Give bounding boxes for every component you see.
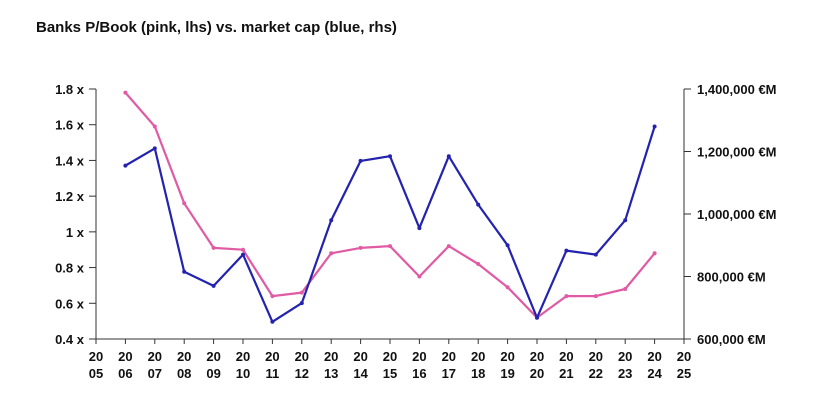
right-y-axis: 600,000 €M 800,000 €M 1,000,000 €M 1,200,00… xyxy=(683,82,777,347)
left-y-axis: 0.4 x 0.6 x 0.8 x 1 x 1.2 x 1.4 x 1.6 x 1.8 x xyxy=(55,82,97,347)
market-cap-point xyxy=(593,252,598,257)
price-to-book-point xyxy=(652,251,657,256)
right-tick-label: 1,400,000 €M xyxy=(697,82,777,97)
x-tick-label: 20 22 xyxy=(589,349,603,381)
price-to-book-point xyxy=(211,245,216,250)
x-tick-label: 20 21 xyxy=(559,349,573,381)
series-layer xyxy=(123,90,657,324)
price-to-book-point xyxy=(299,290,304,295)
left-tick-label: 1.8 x xyxy=(55,82,85,97)
right-tick-label: 600,000 €M xyxy=(697,332,766,347)
left-tick-label: 1.4 x xyxy=(55,153,85,168)
left-tick-label: 1.2 x xyxy=(55,189,85,204)
x-tick-label: 20 19 xyxy=(500,349,514,381)
market-cap-point xyxy=(446,154,451,159)
price-to-book-point xyxy=(446,244,451,249)
right-tick-label: 1,000,000 €M xyxy=(697,207,777,222)
x-tick-label: 20 09 xyxy=(206,349,220,381)
market-cap-point xyxy=(388,154,392,159)
left-tick-label: 0.4 x xyxy=(55,332,85,347)
market-cap-point xyxy=(476,202,481,207)
market-cap-point xyxy=(564,248,569,253)
price-to-book-point xyxy=(417,274,422,279)
market-cap-point xyxy=(417,226,422,231)
market-cap-point xyxy=(241,252,245,257)
chart-title: Banks P/Book (pink, lhs) vs. market cap … xyxy=(36,19,397,36)
price-to-book-point xyxy=(623,287,628,291)
price-to-book-point xyxy=(476,262,481,266)
x-tick-label: 20 20 xyxy=(530,349,544,381)
x-tick-label: 20 11 xyxy=(265,349,279,381)
x-tick-label: 20 24 xyxy=(647,349,662,381)
x-tick-label: 20 05 xyxy=(89,349,103,381)
price-to-book-point xyxy=(388,244,392,249)
market-cap-point xyxy=(329,218,334,223)
market-cap-point xyxy=(123,163,128,168)
price-to-book-point xyxy=(152,124,157,129)
market-cap-point xyxy=(152,146,157,151)
x-tick-label: 20 25 xyxy=(677,349,691,381)
x-tick-label: 20 07 xyxy=(148,349,162,381)
x-tick-label: 20 13 xyxy=(324,349,338,381)
right-tick-label: 1,200,000 €M xyxy=(697,145,777,160)
x-tick-label: 20 10 xyxy=(236,349,250,381)
x-tick-label: 20 08 xyxy=(177,349,191,381)
market-cap-point xyxy=(505,243,510,248)
x-tick-label: 20 06 xyxy=(118,349,132,381)
market-cap-point xyxy=(358,158,363,163)
price-to-book-point xyxy=(358,245,363,250)
market-cap-point xyxy=(652,124,657,129)
left-tick-label: 0.8 x xyxy=(55,261,85,276)
left-tick-label: 0.6 x xyxy=(55,296,85,311)
market-cap-point xyxy=(623,218,628,223)
market-cap-point xyxy=(299,301,304,306)
x-tick-label: 20 14 xyxy=(353,349,368,381)
x-tick-label: 20 15 xyxy=(383,349,397,381)
x-tick-label: 20 17 xyxy=(442,349,456,381)
right-tick-label: 800,000 €M xyxy=(697,270,766,285)
price-to-book-point xyxy=(505,285,510,290)
x-tick-label: 20 16 xyxy=(412,349,426,381)
x-tick-label: 20 18 xyxy=(471,349,485,381)
market-cap-point xyxy=(535,315,539,320)
left-tick-label: 1 x xyxy=(66,225,85,240)
left-tick-label: 1.6 x xyxy=(55,118,85,133)
x-axis: 20 05 20 06 20 07 20 08 20 09 20 10 20 11 20 12 20 13 20 14… xyxy=(89,338,691,381)
price-to-book-point xyxy=(329,251,334,256)
market-cap-point xyxy=(211,283,216,288)
price-to-book-line xyxy=(124,91,656,319)
x-tick-label: 20 23 xyxy=(618,349,632,381)
market-cap-point xyxy=(270,319,275,324)
price-to-book-point xyxy=(564,294,569,299)
price-to-book-point xyxy=(270,294,275,299)
price-to-book-point xyxy=(123,90,128,95)
price-to-book-point xyxy=(182,201,187,206)
price-to-book-point xyxy=(593,294,598,299)
x-tick-label: 20 12 xyxy=(295,349,309,381)
market-cap-point xyxy=(182,269,187,274)
price-to-book-point xyxy=(241,247,245,252)
